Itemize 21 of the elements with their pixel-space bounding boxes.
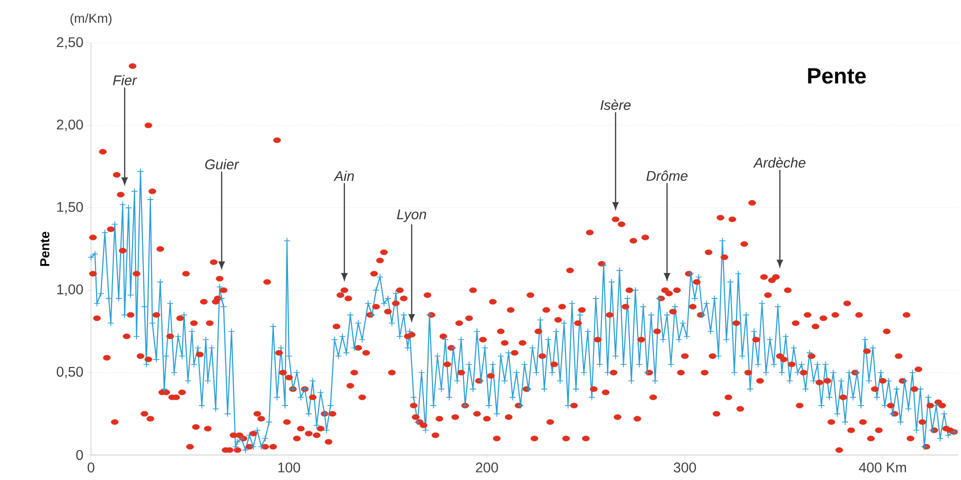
y-tick-label: 0 — [76, 450, 83, 460]
annotation: Lyon — [397, 210, 426, 222]
x-tick-label: 200 — [476, 462, 498, 472]
y-tick-label: 1,00 — [57, 284, 83, 296]
text: Pente — [808, 68, 866, 84]
y-tick-label: 1,50 — [57, 202, 83, 214]
x-tick-label: 400 Km — [858, 462, 906, 472]
annotation: Fier — [113, 75, 138, 86]
annotation: Isère — [600, 100, 631, 110]
x-tick-label: 100 — [278, 462, 300, 472]
y-tick-label: 2,50 — [56, 37, 83, 49]
y-axis-title: Pente — [40, 232, 50, 266]
annotation: Ardèche — [753, 157, 806, 168]
text: (m/Km) — [70, 13, 112, 26]
y-tick-label: 0,50 — [56, 366, 83, 378]
x-tick-label: 0 — [88, 462, 94, 472]
y-tick-label: 2,00 — [56, 120, 83, 132]
x-tick-label: 300 — [674, 462, 696, 472]
annotation: Drôme — [646, 170, 688, 181]
annotation: Guier — [205, 159, 240, 170]
annotation: Ain — [334, 170, 354, 181]
